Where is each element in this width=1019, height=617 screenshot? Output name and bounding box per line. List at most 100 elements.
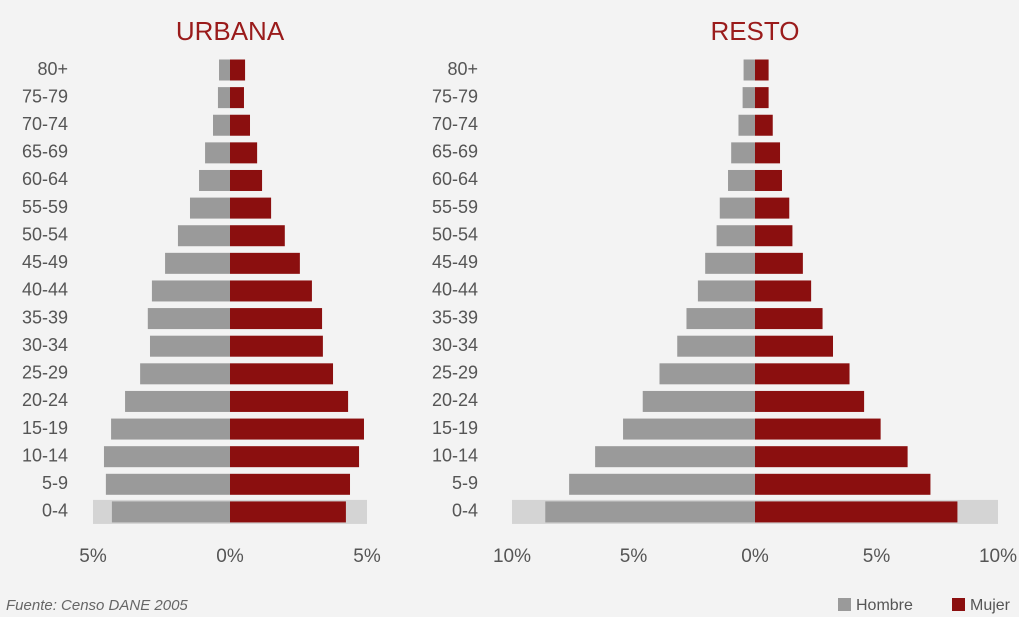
bar — [743, 59, 755, 81]
category-label: 65-69 — [432, 142, 478, 162]
bar — [697, 280, 755, 302]
bar — [230, 87, 244, 109]
bar — [125, 390, 230, 412]
bar — [230, 418, 364, 440]
source: Fuente: Censo DANE 2005 — [6, 597, 188, 614]
category-label: 40-44 — [22, 280, 68, 300]
bar — [659, 363, 755, 385]
bar — [177, 225, 230, 247]
bar — [230, 473, 351, 495]
category-label: 35-39 — [432, 307, 478, 327]
category-label: 20-24 — [432, 390, 478, 410]
bar — [230, 197, 272, 219]
bar — [755, 142, 781, 164]
category-label: 5-9 — [42, 473, 68, 493]
bar — [755, 114, 773, 136]
bar — [677, 335, 755, 357]
bar — [149, 335, 230, 357]
bar — [219, 59, 230, 81]
category-label: 75-79 — [22, 86, 68, 106]
x-tick-label: 0% — [741, 546, 769, 567]
category-label: 80+ — [37, 59, 68, 79]
x-tick-label: 0% — [216, 546, 244, 567]
bar — [642, 390, 755, 412]
category-label: 70-74 — [22, 114, 68, 134]
category-label: 10-14 — [22, 445, 68, 465]
bar — [738, 114, 755, 136]
category-label: 25-29 — [432, 363, 478, 383]
category-label: 30-34 — [22, 335, 68, 355]
bar — [755, 473, 931, 495]
x-tick-label: 10% — [979, 546, 1017, 567]
category-label: 30-34 — [432, 335, 478, 355]
bar — [147, 308, 230, 330]
bar — [230, 142, 258, 164]
category-label: 0-4 — [452, 501, 478, 521]
bar — [755, 308, 823, 330]
legend-swatch — [952, 598, 965, 611]
bar — [755, 446, 908, 468]
bar — [755, 363, 850, 385]
bar — [140, 363, 230, 385]
bar — [755, 501, 958, 523]
category-label: 35-39 — [22, 307, 68, 327]
bar — [716, 225, 755, 247]
bar — [755, 390, 865, 412]
bar — [230, 59, 246, 81]
legend-label: Hombre — [856, 597, 913, 614]
bar — [719, 197, 755, 219]
category-label: 15-19 — [22, 418, 68, 438]
bar — [230, 390, 349, 412]
category-label: 50-54 — [22, 224, 68, 244]
bar — [686, 308, 755, 330]
bar — [728, 169, 755, 191]
bar — [230, 501, 346, 523]
bar — [230, 335, 323, 357]
category-label: 45-49 — [22, 252, 68, 272]
x-tick-label: 5% — [79, 546, 107, 567]
bar — [105, 473, 230, 495]
category-label: 25-29 — [22, 363, 68, 383]
bar — [731, 142, 755, 164]
bar — [199, 169, 230, 191]
bar — [217, 87, 230, 109]
category-label: 45-49 — [432, 252, 478, 272]
bar — [569, 473, 755, 495]
bar — [230, 446, 360, 468]
panel-title: RESTO — [710, 16, 799, 46]
bar — [623, 418, 755, 440]
bar — [230, 308, 323, 330]
category-label: 55-59 — [22, 197, 68, 217]
category-label: 40-44 — [432, 280, 478, 300]
x-tick-label: 5% — [863, 546, 891, 567]
category-label: 75-79 — [432, 86, 478, 106]
legend-swatch — [838, 598, 851, 611]
category-label: 10-14 — [432, 445, 478, 465]
bar — [755, 280, 812, 302]
bar — [755, 59, 769, 81]
bar — [755, 87, 769, 109]
bar — [230, 114, 251, 136]
category-label: 80+ — [447, 59, 478, 79]
category-label: 60-64 — [432, 169, 478, 189]
bar — [111, 418, 230, 440]
bar — [230, 363, 334, 385]
bar — [755, 418, 881, 440]
category-label: 65-69 — [22, 142, 68, 162]
x-tick-label: 10% — [493, 546, 531, 567]
bar — [111, 501, 230, 523]
bar — [189, 197, 230, 219]
panel-title: URBANA — [176, 16, 285, 46]
bar — [595, 446, 755, 468]
category-label: 0-4 — [42, 501, 68, 521]
x-tick-label: 5% — [620, 546, 648, 567]
bar — [230, 280, 312, 302]
bar — [545, 501, 755, 523]
bar — [755, 252, 803, 274]
bar — [165, 252, 230, 274]
bar — [705, 252, 755, 274]
category-label: 15-19 — [432, 418, 478, 438]
bar — [230, 225, 285, 247]
category-label: 5-9 — [452, 473, 478, 493]
